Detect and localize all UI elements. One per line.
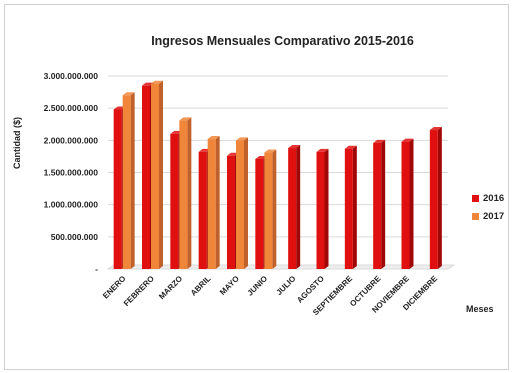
y-tick-label: 1.500.000.000 [44, 168, 99, 178]
legend-item-2016: 2016 [472, 193, 504, 204]
bar-side-2016 [437, 127, 442, 269]
legend-swatch-2016 [472, 194, 479, 202]
bar-2017 [207, 139, 216, 269]
bar-side-2016 [409, 138, 414, 269]
x-tick-label: FEBRERO [122, 274, 156, 308]
bar-side-2017 [130, 92, 135, 269]
bar-top-2017 [236, 137, 248, 141]
bar-2016 [170, 133, 179, 269]
bar-2016 [373, 142, 382, 269]
bar-side-2017 [215, 136, 220, 269]
bar-2017 [236, 140, 244, 269]
bar-top-2017 [179, 117, 192, 121]
bar-side-2017 [159, 80, 163, 269]
bar-top-2016 [316, 148, 329, 152]
bar-side-2016 [352, 145, 357, 269]
bar-side-2017 [187, 117, 192, 269]
bar-top-2016 [401, 138, 414, 142]
bar-side-2017 [244, 137, 248, 269]
legend-label-2016: 2016 [483, 193, 505, 204]
x-axis-label: Meses [466, 304, 494, 314]
chart-floor [106, 264, 456, 270]
bar-top-2016 [344, 145, 357, 149]
y-tick-label: - [95, 264, 98, 274]
bar-top-2016 [373, 139, 386, 143]
y-tick-label: 3.000.000.000 [44, 71, 99, 81]
x-tick-label: MAYO [218, 274, 241, 297]
bar-top-2017 [264, 149, 277, 153]
x-tick-label: ABRIL [189, 274, 213, 298]
legend-item-2017: 2017 [472, 211, 504, 222]
bar-top-2017 [151, 80, 163, 84]
bar-2017 [151, 83, 159, 269]
bar-2017 [179, 120, 188, 269]
bar-2016 [227, 155, 235, 269]
bar-top-2017 [122, 92, 135, 96]
bar-side-2017 [272, 149, 277, 269]
x-tick-label: ENERO [101, 274, 127, 300]
chart-title: Ingresos Mensuales Comparativo 2015-2016 [151, 34, 414, 48]
bar-2016 [429, 130, 438, 269]
bar-side-2016 [324, 148, 329, 269]
bar-2016 [401, 141, 410, 269]
x-tick-label: JULIO [275, 274, 298, 297]
bar-side-2016 [381, 139, 386, 269]
y-tick-label: 500.000.000 [51, 232, 99, 242]
bar-2016 [316, 151, 325, 269]
y-tick-label: 2.500.000.000 [44, 103, 99, 113]
bar-top-2016 [429, 127, 442, 131]
x-tick-label: MARZO [157, 274, 184, 301]
legend-label-2017: 2017 [483, 211, 505, 222]
x-tick-label: JUNIO [246, 274, 270, 298]
bar-2016 [288, 148, 297, 269]
y-axis-label: Cantidad ($) [12, 117, 22, 170]
bar-2016 [113, 109, 122, 269]
bar-2016 [198, 151, 207, 269]
bar-2017 [122, 95, 131, 269]
bar-top-2017 [207, 136, 220, 140]
legend-swatch-2017 [472, 212, 479, 220]
bar-side-2016 [296, 145, 301, 269]
bar-2017 [264, 152, 273, 269]
y-tick-label: 2.000.000.000 [44, 135, 99, 145]
bar-2016 [142, 85, 150, 270]
bar-2016 [344, 148, 353, 269]
bar-top-2016 [288, 145, 301, 149]
y-tick-label: 1.000.000.000 [44, 200, 99, 210]
bar-2016 [255, 158, 264, 269]
